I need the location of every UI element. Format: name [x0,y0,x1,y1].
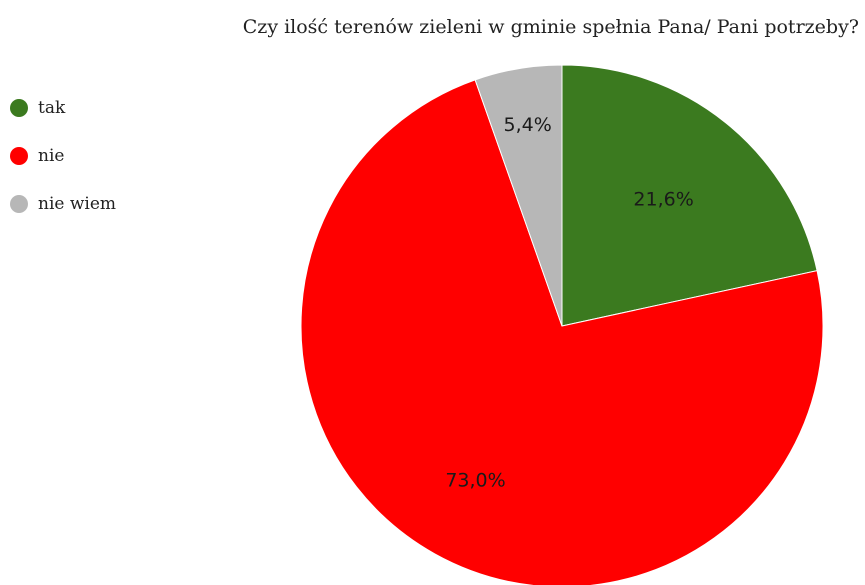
legend-label-nie: nie [38,146,65,166]
data-label-nie: 73,0% [445,469,505,491]
legend-label-nie-wiem: nie wiem [38,194,117,214]
pie-slice-nie[interactable] [300,79,824,585]
legend-swatch-nie [10,147,28,165]
pie-slice-tak[interactable] [561,64,818,327]
legend-item-nie-wiem[interactable]: nie wiem [10,192,116,216]
data-label-nie-wiem: 5,4% [503,114,551,136]
legend-item-tak[interactable]: tak [10,96,116,120]
legend: tak nie nie wiem [10,96,116,240]
data-label-tak: 21,6% [633,189,693,211]
legend-item-nie[interactable]: nie [10,144,116,168]
legend-label-tak: tak [38,98,66,118]
legend-swatch-tak [10,99,28,117]
legend-swatch-nie-wiem [10,195,28,213]
chart-title: Czy ilość terenów zieleni w gminie spełn… [242,16,859,38]
pie-slice-nie-wiem[interactable] [474,64,563,327]
